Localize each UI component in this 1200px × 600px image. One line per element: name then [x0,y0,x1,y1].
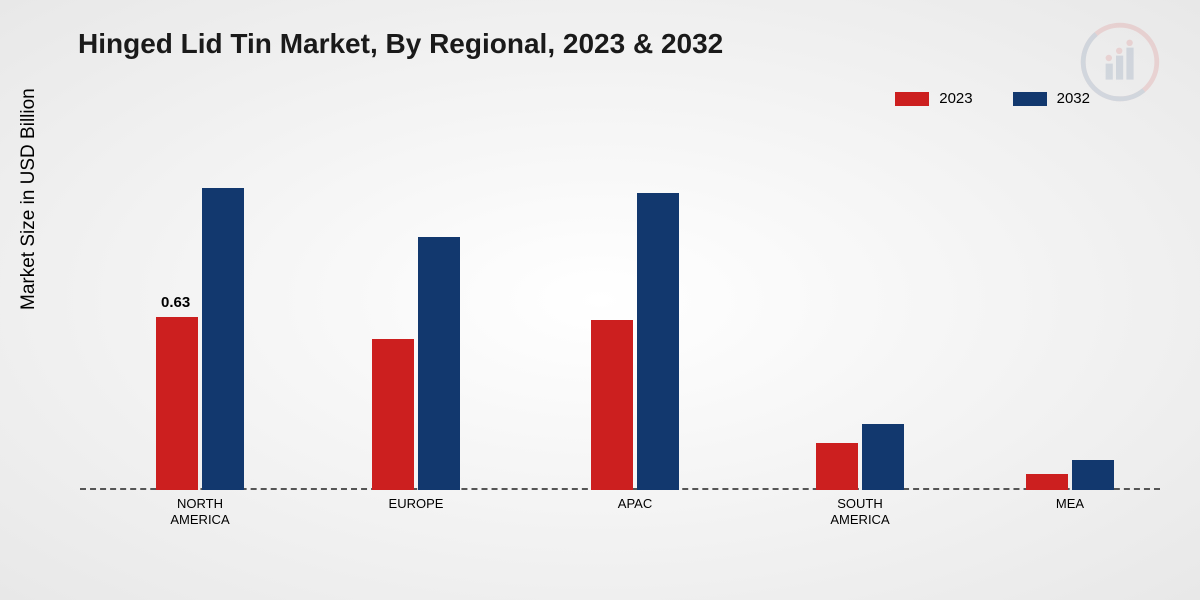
bar [202,188,244,491]
legend-swatch-2032 [1013,92,1047,106]
bar-group [156,188,244,491]
legend-item-2032: 2032 [1013,90,1090,107]
bar-group [372,237,460,490]
x-axis-label: NORTHAMERICA [170,496,229,529]
bar-group [816,424,904,490]
bar-group [591,193,679,490]
legend-label-2032: 2032 [1057,90,1090,107]
bar-group [1026,460,1114,490]
bar [156,317,198,490]
x-axis-label: APAC [618,496,652,512]
x-axis-label: SOUTHAMERICA [830,496,889,529]
plot-area: 0.63 [80,160,1160,490]
x-axis-label: MEA [1056,496,1084,512]
bar [1072,460,1114,490]
bar [637,193,679,490]
legend-swatch-2023 [895,92,929,106]
watermark-logo-icon [1080,22,1160,102]
chart-title: Hinged Lid Tin Market, By Regional, 2023… [78,28,723,60]
y-axis-label: Market Size in USD Billion [18,88,40,310]
legend-label-2023: 2023 [939,90,972,107]
x-axis-label: EUROPE [389,496,444,512]
bar [418,237,460,490]
legend: 2023 2032 [895,90,1090,107]
bar [372,339,414,490]
bar-value-label: 0.63 [161,294,190,311]
x-axis-labels: NORTHAMERICA EUROPE APAC SOUTHAMERICA MEA [80,496,1160,546]
legend-item-2023: 2023 [895,90,972,107]
bar [591,320,633,491]
bar [816,443,858,490]
bar [1026,474,1068,491]
bar [862,424,904,490]
chart-container: Hinged Lid Tin Market, By Regional, 2023… [0,0,1200,600]
